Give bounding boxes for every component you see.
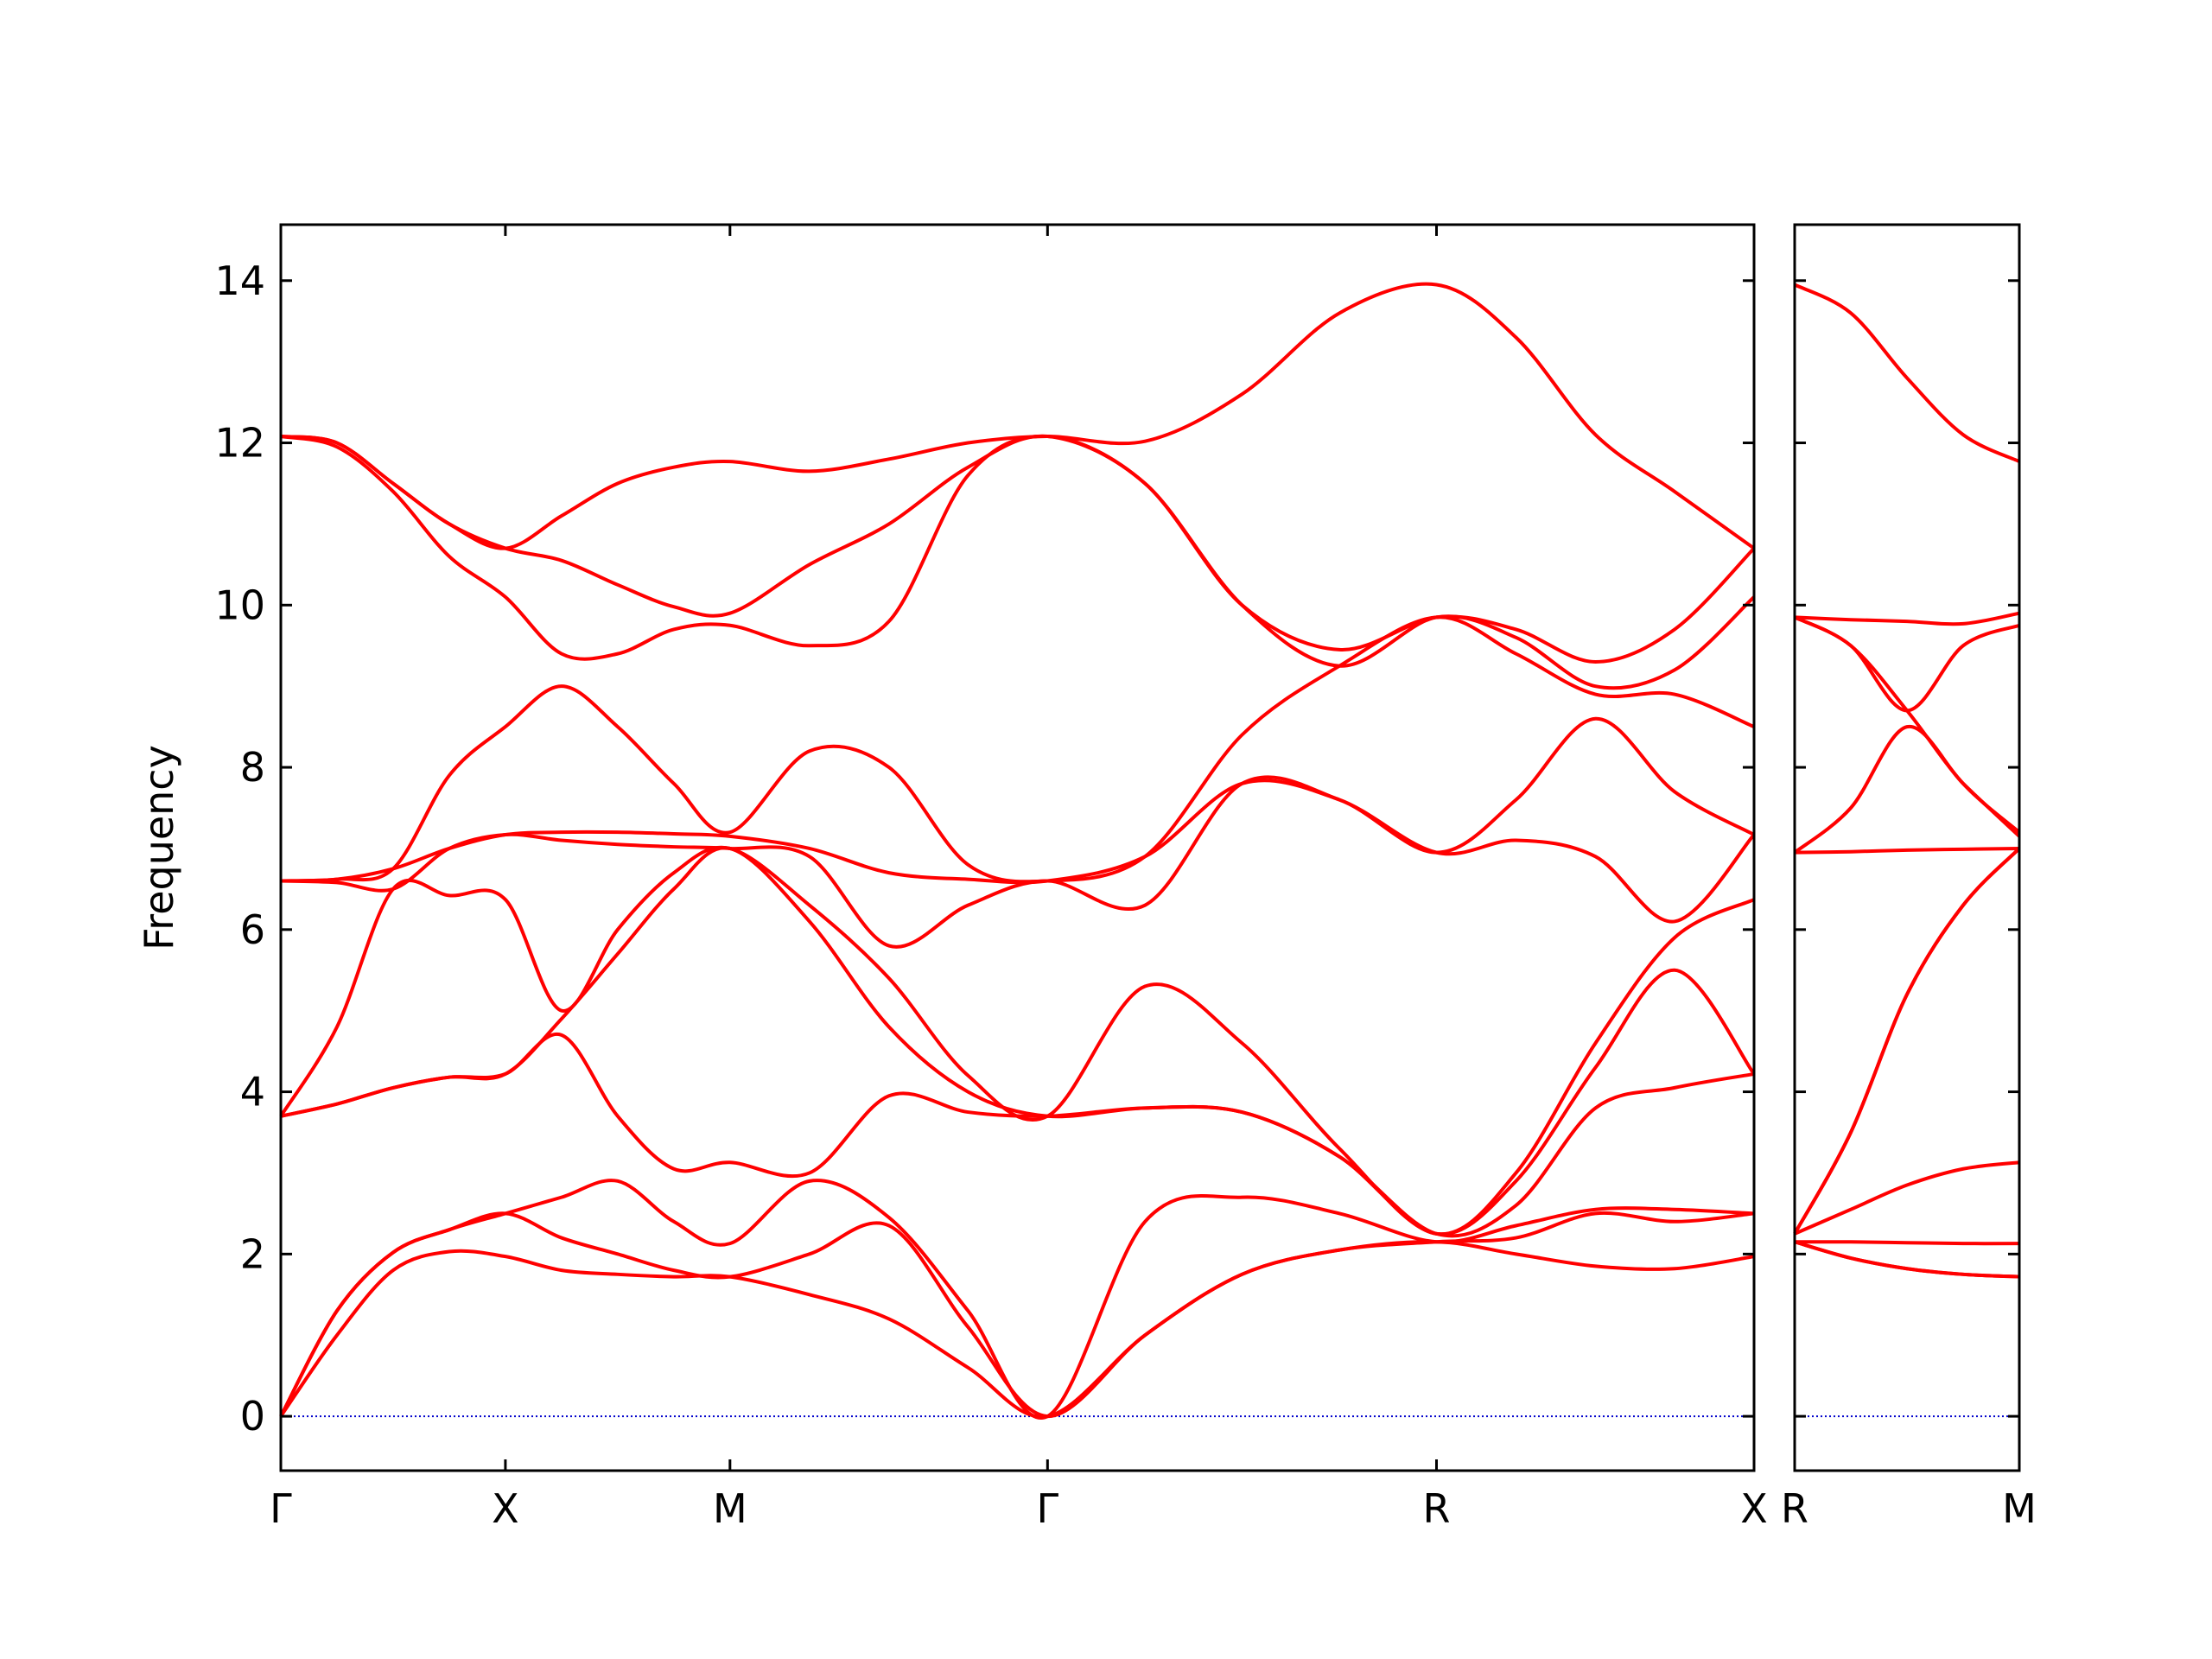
band-line [280,615,1755,884]
y-tick-label: 10 [214,582,265,628]
band-line [1794,615,2021,834]
x-tick-label: R [1423,1485,1451,1532]
band-line [1794,846,2020,855]
band-line [280,434,1756,664]
plot-frame [279,223,1756,1472]
x-tick-label: M [713,1485,747,1532]
y-tick-label: 6 [240,906,265,953]
y-tick-label: 0 [240,1393,265,1440]
plot-frame [1793,223,2021,1472]
x-tick-label: X [1740,1485,1768,1532]
y-tick-label: 14 [214,257,265,304]
band-line [280,282,1756,550]
band-line [1793,847,2021,1235]
band-line [279,845,1755,1236]
panel: 0 2 4 6 8 10 12 14 Γ X M Γ R X Frequency [136,223,1768,1532]
band-line [1794,615,2020,713]
band-line [280,775,1756,949]
band-line [280,846,1756,1236]
band-line [1793,725,2021,855]
band-line [1794,1240,2020,1279]
y-tick-label: 4 [240,1069,265,1116]
band-line [1794,1240,2020,1246]
band-line [279,1240,1755,1419]
band-line [1794,1160,2020,1236]
band-line [1794,611,2020,626]
y-tick-label: 8 [240,744,265,791]
y-tick-label: 12 [214,420,265,467]
band-line [280,716,1755,885]
x-tick-label: Γ [270,1485,292,1532]
x-tick-label: M [2002,1485,2037,1532]
band-line [1794,283,2020,463]
y-tick-label: 2 [240,1230,265,1277]
x-tick-label: R [1781,1485,1808,1532]
band-line [279,1211,1755,1419]
band-line [280,434,1756,690]
band-line [279,1179,1755,1421]
band-line [1794,1240,2020,1279]
band-line [280,1032,1755,1238]
y-axis-label: Frequency [136,745,182,950]
x-tick-label: X [492,1485,519,1532]
x-tick-label: Γ [1037,1485,1059,1532]
